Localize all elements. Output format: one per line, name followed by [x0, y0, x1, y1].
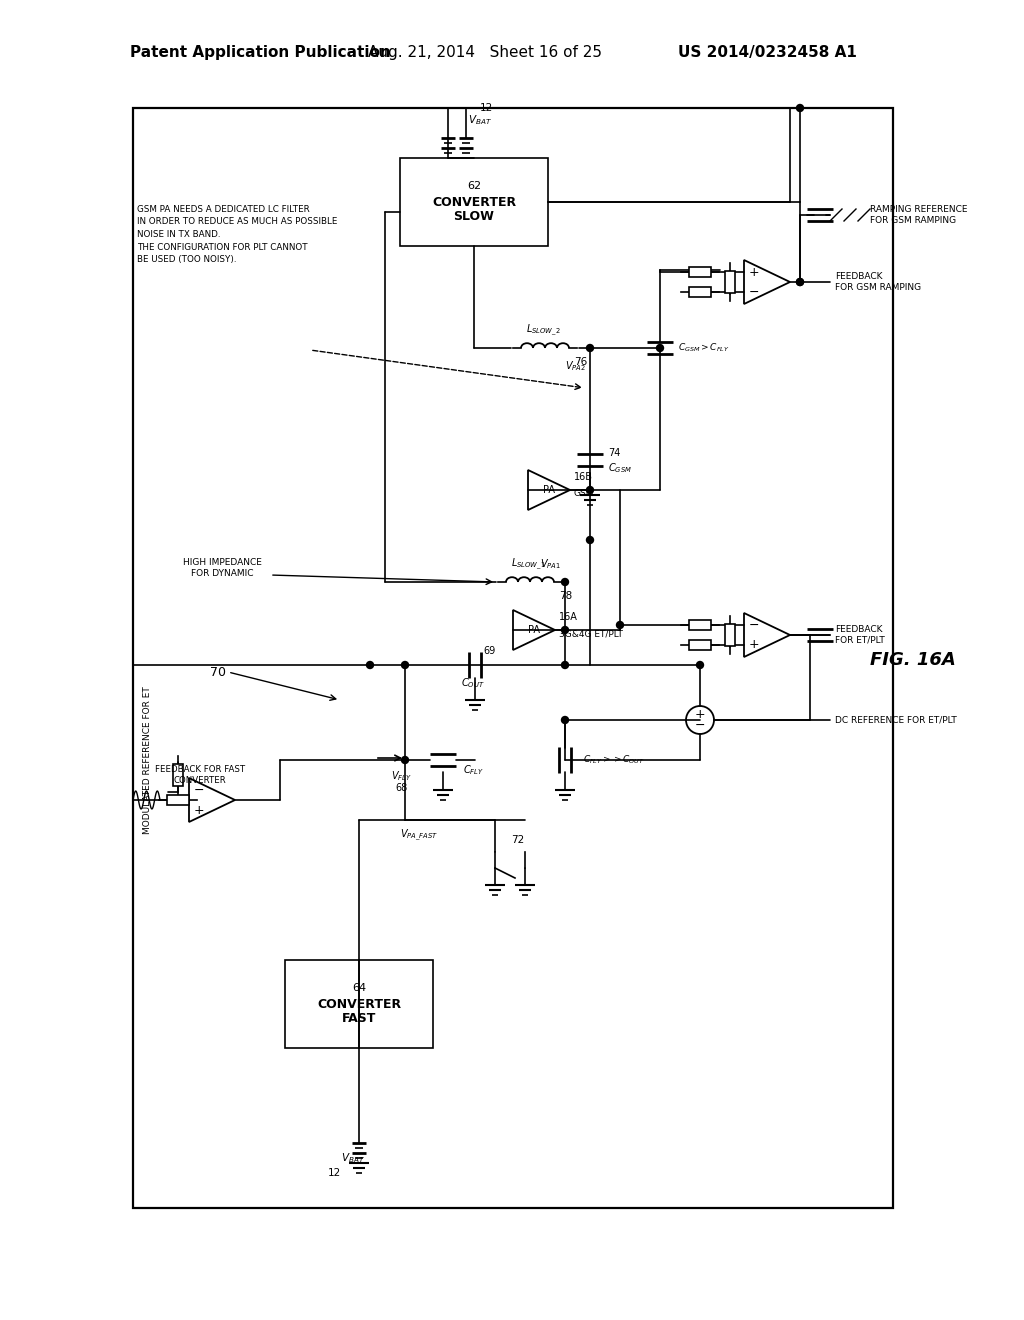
Text: Aug. 21, 2014   Sheet 16 of 25: Aug. 21, 2014 Sheet 16 of 25: [368, 45, 602, 59]
Text: FEEDBACK
FOR ET/PLT: FEEDBACK FOR ET/PLT: [835, 626, 885, 644]
Text: MODULATED REFERENCE FOR ET: MODULATED REFERENCE FOR ET: [143, 686, 153, 834]
Text: $C_{GSM}>C_{FLY}$: $C_{GSM}>C_{FLY}$: [678, 342, 730, 354]
Bar: [133, 108, 893, 1208]
Text: 70: 70: [210, 665, 226, 678]
Circle shape: [587, 536, 594, 544]
Text: 69: 69: [483, 645, 496, 656]
Circle shape: [367, 661, 374, 668]
Text: $V_{PA\_FAST}$: $V_{PA\_FAST}$: [400, 828, 438, 842]
Text: 16B: 16B: [574, 473, 593, 482]
Text: 12: 12: [328, 1168, 341, 1177]
Text: 3G&4G ET/PLT: 3G&4G ET/PLT: [559, 630, 623, 639]
Circle shape: [561, 661, 568, 668]
Text: PA: PA: [543, 484, 555, 495]
Text: $V_{FLY}$: $V_{FLY}$: [390, 770, 412, 783]
Circle shape: [401, 661, 409, 668]
Bar: [173, 764, 183, 785]
Text: 68: 68: [395, 783, 408, 793]
Circle shape: [587, 345, 594, 351]
Text: FIG. 16A: FIG. 16A: [870, 651, 955, 669]
Circle shape: [561, 627, 568, 634]
Text: FAST: FAST: [342, 1011, 376, 1024]
Text: $L_{SLOW\_2}$: $L_{SLOW\_2}$: [525, 322, 560, 338]
Bar: [689, 620, 711, 630]
Text: $V_{BAT}$: $V_{BAT}$: [468, 114, 492, 127]
Circle shape: [797, 279, 804, 285]
Circle shape: [616, 622, 624, 628]
Text: CONVERTER: CONVERTER: [317, 998, 401, 1011]
Text: PA: PA: [528, 624, 540, 635]
Text: $V_{BAT}$: $V_{BAT}$: [341, 1151, 365, 1166]
Text: HIGH IMPEDANCE
FOR DYNAMIC: HIGH IMPEDANCE FOR DYNAMIC: [182, 558, 261, 578]
Bar: [167, 795, 189, 805]
Bar: [725, 271, 735, 293]
Text: $L_{SLOW\_1}$: $L_{SLOW\_1}$: [511, 557, 546, 572]
Circle shape: [797, 279, 804, 285]
Bar: [400, 158, 548, 246]
Circle shape: [696, 661, 703, 668]
Text: 74: 74: [608, 447, 621, 458]
Text: RAMPING REFERENCE
FOR GSM RAMPING: RAMPING REFERENCE FOR GSM RAMPING: [870, 206, 968, 224]
Text: $V_{PA1}$: $V_{PA1}$: [540, 557, 561, 570]
Text: 72: 72: [511, 836, 524, 845]
Text: −: −: [749, 619, 759, 631]
Text: 62: 62: [467, 181, 481, 191]
Text: 16A: 16A: [559, 612, 578, 622]
Circle shape: [656, 345, 664, 351]
Text: 12: 12: [480, 103, 494, 114]
Text: CONVERTER: CONVERTER: [432, 195, 516, 209]
Text: +: +: [749, 265, 760, 279]
Bar: [725, 624, 735, 645]
Text: US 2014/0232458 A1: US 2014/0232458 A1: [678, 45, 857, 59]
Text: Patent Application Publication: Patent Application Publication: [130, 45, 391, 59]
Text: +: +: [694, 709, 706, 722]
Text: $C_{GSM}$: $C_{GSM}$: [608, 461, 632, 475]
Bar: [285, 960, 433, 1048]
Text: −: −: [749, 285, 759, 298]
Text: DC REFERENCE FOR ET/PLT: DC REFERENCE FOR ET/PLT: [835, 715, 956, 725]
Bar: [689, 640, 711, 649]
Circle shape: [561, 578, 568, 586]
Text: −: −: [194, 784, 204, 796]
Text: +: +: [749, 639, 760, 652]
Text: GSM PA NEEDS A DEDICATED LC FILTER
IN ORDER TO REDUCE AS MUCH AS POSSIBLE
NOISE : GSM PA NEEDS A DEDICATED LC FILTER IN OR…: [137, 205, 337, 264]
Circle shape: [401, 756, 409, 763]
Text: FEEDBACK FOR FAST
CONVERTER: FEEDBACK FOR FAST CONVERTER: [155, 766, 245, 784]
Bar: [689, 267, 711, 277]
Text: FEEDBACK
FOR GSM RAMPING: FEEDBACK FOR GSM RAMPING: [835, 272, 922, 292]
Text: +: +: [194, 804, 205, 817]
Text: $C_{OUT}$: $C_{OUT}$: [461, 676, 485, 690]
Text: $V_{PA2}$: $V_{PA2}$: [565, 359, 586, 372]
Circle shape: [587, 487, 594, 494]
Text: $C_{FLY}$: $C_{FLY}$: [463, 763, 484, 777]
Text: $C_{FLY}>>C_{OUT}$: $C_{FLY}>>C_{OUT}$: [583, 754, 645, 766]
Bar: [689, 286, 711, 297]
Text: −: −: [694, 718, 706, 731]
Text: 76: 76: [574, 356, 588, 367]
Text: GSM: GSM: [574, 490, 595, 499]
Circle shape: [561, 717, 568, 723]
Text: 78: 78: [559, 591, 572, 601]
Text: 64: 64: [352, 983, 366, 993]
Circle shape: [797, 104, 804, 111]
Text: SLOW: SLOW: [454, 210, 495, 223]
